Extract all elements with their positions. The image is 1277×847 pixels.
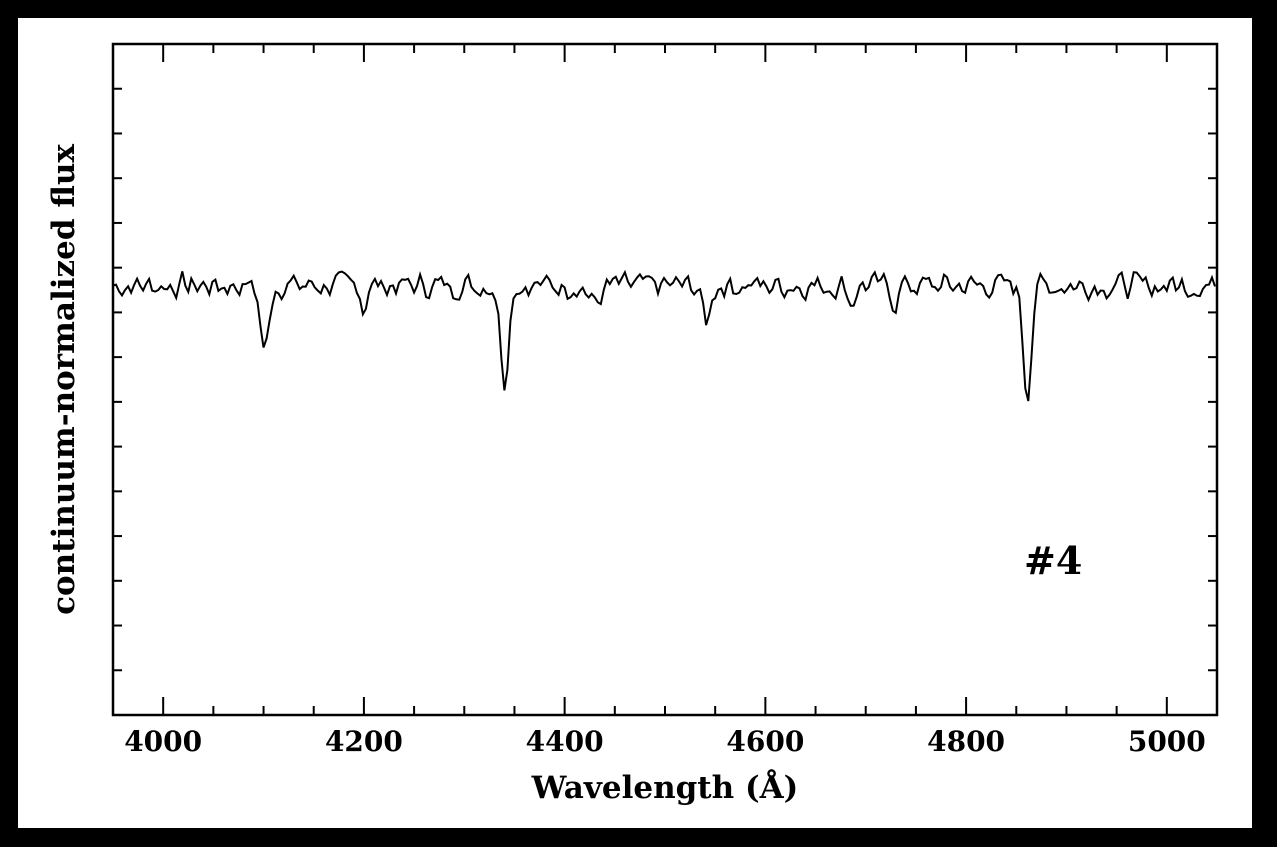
spectrum-chart: 4000 4200 4400 4600 4800 5000 #4 Wavelength (…: [46, 42, 1219, 806]
y-axis-label: continuum-normalized flux: [46, 144, 82, 615]
spectrum-line: [112, 269, 1216, 402]
spectrum-id-label: #4: [1024, 538, 1082, 583]
x-tick-label: 4000: [124, 725, 202, 758]
x-tick-label: 4800: [927, 725, 1005, 758]
x-tick-label: 4200: [325, 725, 403, 758]
x-axis-label: Wavelength (Å): [531, 768, 799, 806]
plot-frame: 4000 4200 4400 4600 4800 5000 #4 Wavelength (…: [18, 18, 1252, 828]
axis-ticks: [112, 44, 1218, 715]
x-tick-labels: 4000 4200 4400 4600 4800 5000: [124, 725, 1206, 758]
x-tick-label: 4600: [726, 725, 804, 758]
x-tick-label: 4400: [526, 725, 604, 758]
x-tick-label: 5000: [1128, 725, 1206, 758]
plot-area: [111, 42, 1219, 717]
